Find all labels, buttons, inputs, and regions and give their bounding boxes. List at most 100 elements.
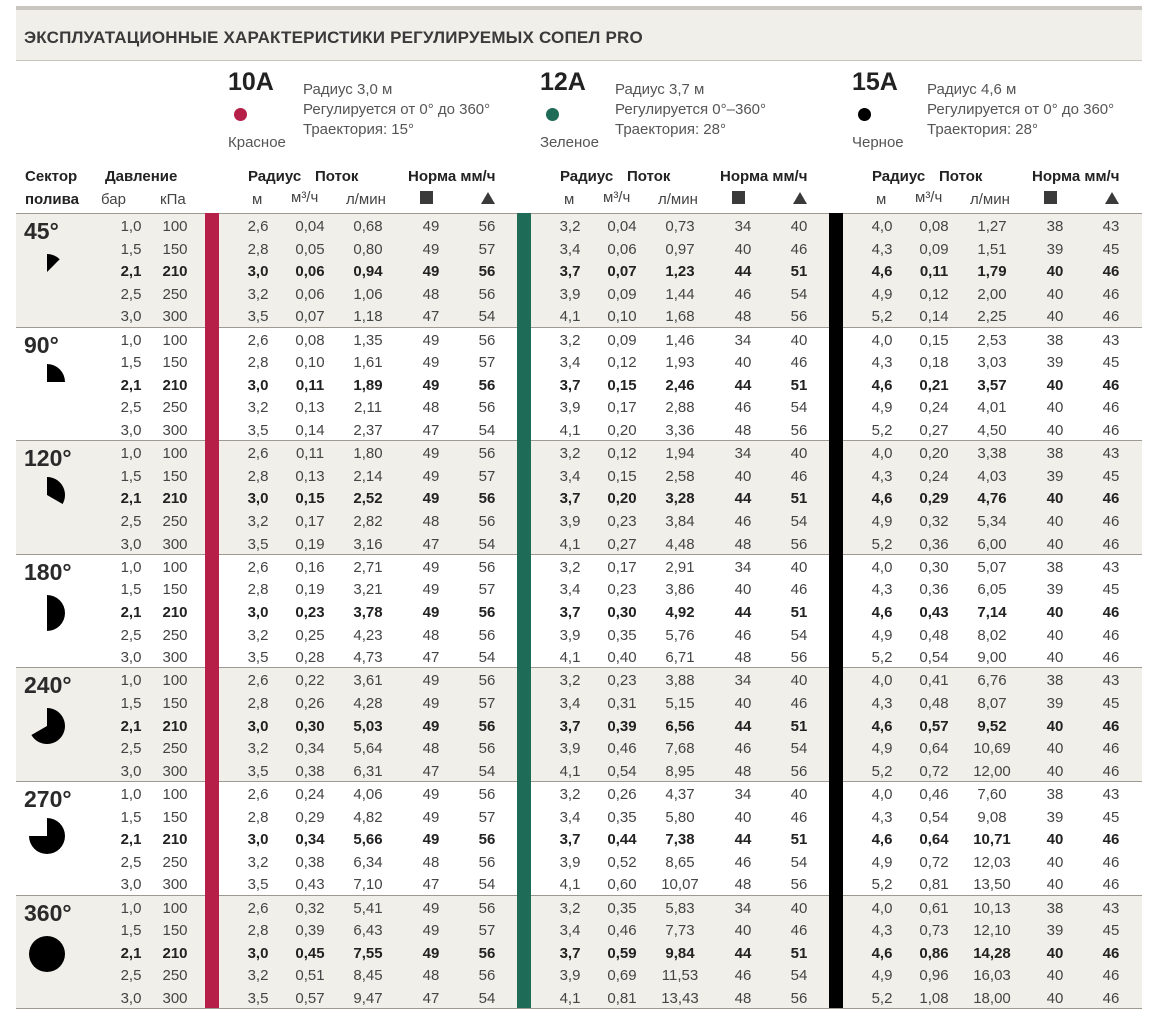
table-row: 1,5 150 2,8 0,39 6,43 49 57 3,4 0,46 7,73 40 46 4,3 0… — [16, 919, 1142, 942]
table-cell: 43 — [1102, 786, 1120, 803]
table-cell: 0,36 — [919, 581, 949, 599]
table-cell: 46 — [1102, 490, 1120, 508]
table-cell: 0,13 — [295, 399, 325, 417]
table-cell: 2,6 — [247, 899, 269, 917]
table-cell: 100 — [162, 558, 188, 576]
header-bar: бар — [101, 191, 126, 208]
table-cell: 40 — [1046, 626, 1064, 644]
table-cell: 47 — [422, 876, 440, 894]
sector-label: 45° — [24, 218, 59, 244]
table-cell: 1,80 — [353, 445, 383, 463]
table-cell: 40 — [734, 694, 752, 712]
table-cell: 3,9 — [559, 967, 581, 985]
table-cell: 39 — [1046, 581, 1064, 599]
table-cell: 3,86 — [665, 581, 695, 599]
table-cell: 0,30 — [919, 558, 949, 576]
table-cell: 2,8 — [247, 354, 269, 372]
table-cell: 2,8 — [247, 694, 269, 712]
table-cell: 3,0 — [120, 989, 142, 1007]
table-cell: 14,28 — [973, 944, 1011, 962]
table-cell: 0,14 — [295, 421, 325, 439]
table-cell: 0,06 — [295, 263, 325, 281]
table-cell: 56 — [478, 967, 496, 985]
table-cell: 2,00 — [977, 285, 1007, 303]
table-cell: 40 — [790, 445, 808, 463]
table-cell: 3,2 — [559, 558, 581, 576]
table-cell: 49 — [422, 263, 440, 281]
table-cell: 39 — [1046, 808, 1064, 826]
table-cell: 48 — [422, 285, 440, 303]
table-cell: 2,11 — [353, 399, 383, 417]
table-cell: 7,55 — [353, 944, 383, 962]
table-cell: 1,18 — [353, 308, 383, 326]
table-cell: 3,0 — [247, 263, 269, 281]
table-cell: 5,41 — [353, 899, 383, 917]
table-cell: 5,76 — [665, 626, 695, 644]
table-cell: 0,46 — [919, 786, 949, 803]
table-cell: 39 — [1046, 922, 1064, 940]
table-cell: 49 — [422, 467, 440, 485]
table-row: 3,0 300 3,5 0,38 6,31 47 54 4,1 0,54 8,95 48 56 5,2 0… — [16, 760, 1142, 783]
table-cell: 0,19 — [295, 581, 325, 599]
table-cell: 2,6 — [247, 672, 269, 690]
table-cell: 46 — [734, 399, 752, 417]
table-cell: 38 — [1046, 786, 1064, 803]
sector-label: 90° — [24, 331, 59, 358]
table-cell: 38 — [1046, 218, 1064, 235]
table-cell: 2,58 — [665, 467, 695, 485]
header-norm: Норма мм/ч — [408, 168, 496, 185]
table-cell: 2,82 — [353, 512, 383, 530]
table-cell: 46 — [1102, 831, 1120, 849]
table-cell: 57 — [478, 354, 496, 372]
table-cell: 48 — [734, 876, 752, 894]
table-cell: 46 — [1102, 989, 1120, 1007]
table-cell: 1,5 — [120, 694, 142, 712]
table-cell: 0,07 — [295, 308, 325, 326]
table-cell: 4,6 — [871, 263, 893, 281]
table-cell: 46 — [1102, 376, 1120, 394]
color-dot-icon — [546, 108, 559, 121]
table-row: 1,5 150 2,8 0,29 4,82 49 57 3,4 0,35 5,80 40 46 4,3 0… — [16, 806, 1142, 829]
table-cell: 46 — [790, 922, 808, 940]
table-cell: 6,05 — [977, 581, 1007, 599]
table-cell: 46 — [1102, 421, 1120, 439]
table-cell: 34 — [734, 218, 752, 235]
table-cell: 56 — [478, 558, 496, 576]
table-cell: 1,79 — [977, 263, 1007, 281]
table-cell: 48 — [734, 989, 752, 1007]
header-flow: Поток — [939, 168, 983, 185]
table-cell: 34 — [734, 445, 752, 463]
table-cell: 1,94 — [665, 445, 695, 463]
table-cell: 51 — [790, 717, 808, 735]
table-cell: 43 — [1102, 558, 1120, 576]
nozzle-radius: Радиус 4,6 м — [927, 81, 1017, 98]
table-cell: 0,40 — [607, 649, 637, 667]
header-flow: Поток — [627, 168, 671, 185]
table-cell: 5,2 — [871, 535, 893, 553]
table-cell: 49 — [422, 558, 440, 576]
table-cell: 48 — [422, 626, 440, 644]
table-cell: 0,97 — [665, 240, 695, 258]
table-cell: 2,91 — [665, 558, 695, 576]
table-cell: 57 — [478, 808, 496, 826]
nozzle-15a-header: 15A Черное Радиус 4,6 м Регулируется от … — [852, 62, 1160, 162]
table-row: 1,5 150 2,8 0,13 2,14 49 57 3,4 0,15 2,58 40 46 4,3 0… — [16, 465, 1142, 488]
table-cell: 47 — [422, 649, 440, 667]
table-cell: 45 — [1102, 808, 1120, 826]
table-cell: 0,16 — [295, 558, 325, 576]
sector-block: 360° 1,0 100 2,6 0,32 5,41 49 56 3,2 0,35 5,83 34 40… — [16, 894, 1142, 1009]
table-cell: 6,31 — [353, 762, 383, 780]
table-cell: 54 — [478, 876, 496, 894]
table-cell: 51 — [790, 376, 808, 394]
table-cell: 46 — [1102, 512, 1120, 530]
table-cell: 40 — [1046, 717, 1064, 735]
table-cell: 39 — [1046, 694, 1064, 712]
table-cell: 47 — [422, 421, 440, 439]
table-cell: 1,35 — [353, 331, 383, 349]
table-cell: 1,5 — [120, 922, 142, 940]
table-cell: 4,9 — [871, 626, 893, 644]
table-cell: 4,6 — [871, 944, 893, 962]
table-cell: 250 — [162, 285, 188, 303]
table-cell: 0,34 — [295, 831, 325, 849]
table-cell: 3,0 — [120, 421, 142, 439]
